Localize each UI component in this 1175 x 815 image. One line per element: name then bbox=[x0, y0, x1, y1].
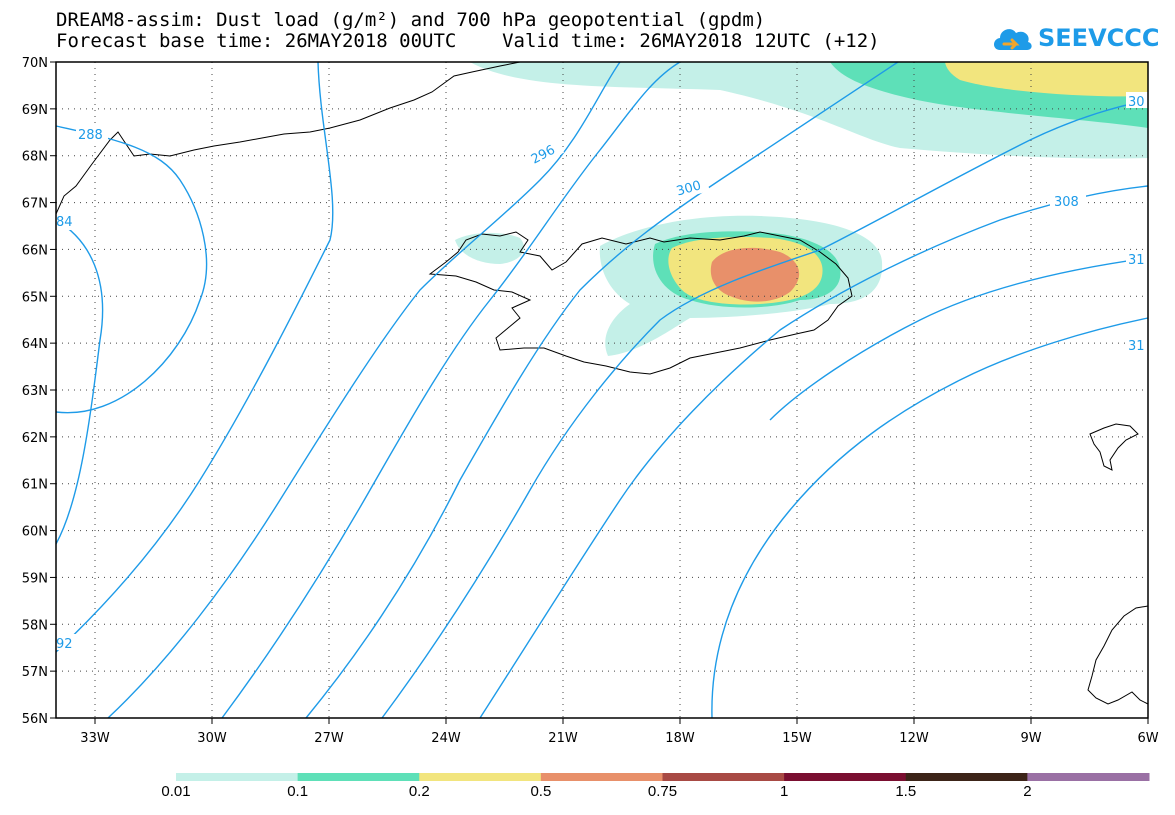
contour-labels: 288 84 296 300 308 30 31 31 92 bbox=[56, 92, 1148, 652]
contour-label: 288 bbox=[78, 128, 103, 143]
dust-area-iceland-light-west bbox=[455, 232, 524, 264]
contour-308 bbox=[711, 317, 1149, 719]
contour-label: 84 bbox=[56, 215, 73, 230]
lat-tick-label: 58N bbox=[22, 618, 48, 633]
colorbar-segment bbox=[905, 773, 1028, 781]
seevccc-logo: SEEVCCC bbox=[990, 18, 1160, 58]
colorbar-segment bbox=[419, 773, 542, 781]
lat-tick-label: 66N bbox=[22, 243, 48, 258]
coastline-layer bbox=[55, 61, 1149, 705]
colorbar-segment bbox=[540, 773, 663, 781]
dust-fill-layer bbox=[455, 62, 1148, 356]
contour-label: 92 bbox=[56, 637, 73, 652]
lat-tick-label: 61N bbox=[22, 478, 48, 493]
contour-300 bbox=[381, 99, 1149, 719]
lon-tick-label: 30W bbox=[197, 731, 227, 746]
dust-load-colorbar bbox=[176, 773, 1150, 781]
lon-tick-label: 27W bbox=[314, 731, 344, 746]
contour-288 bbox=[55, 125, 208, 414]
contour-label: 31 bbox=[1128, 253, 1145, 268]
colorbar-segment bbox=[784, 773, 907, 781]
contour-c bbox=[305, 61, 899, 719]
faroe-islands bbox=[1089, 423, 1139, 471]
contour-d bbox=[479, 185, 1149, 719]
lon-tick-label: 18W bbox=[665, 731, 695, 746]
lon-tick-label: 15W bbox=[782, 731, 812, 746]
lon-tick-label: 6W bbox=[1137, 731, 1158, 746]
lat-tick-label: 56N bbox=[22, 712, 48, 727]
lat-tick-label: 67N bbox=[22, 197, 48, 212]
lat-tick-label: 69N bbox=[22, 103, 48, 118]
contour-292 bbox=[55, 219, 104, 545]
lon-tick-label: 9W bbox=[1020, 731, 1041, 746]
map-title-line1: DREAM8-assim: Dust load (g/m²) and 700 h… bbox=[56, 9, 766, 31]
iceland-coast bbox=[428, 231, 853, 375]
colorbar-label: 0.75 bbox=[647, 783, 678, 800]
contour-label: 308 bbox=[1054, 195, 1079, 210]
colorbar-label: 1 bbox=[779, 783, 789, 800]
contour-label: 31 bbox=[1128, 339, 1145, 354]
lat-tick-label: 59N bbox=[22, 571, 48, 586]
colorbar-segment bbox=[176, 773, 299, 781]
lat-tick-label: 70N bbox=[22, 56, 48, 71]
contour-312 bbox=[769, 257, 1149, 421]
colorbar-segment bbox=[297, 773, 420, 781]
lat-tick-label: 68N bbox=[22, 150, 48, 165]
lat-tick-label: 63N bbox=[22, 384, 48, 399]
dust-area-north-high bbox=[945, 62, 1148, 97]
colorbar-label: 0.01 bbox=[161, 783, 191, 800]
colorbar-segment bbox=[662, 773, 785, 781]
colorbar-label: 0.1 bbox=[287, 783, 309, 800]
lat-tick-label: 57N bbox=[22, 665, 48, 680]
lat-tick-label: 62N bbox=[22, 431, 48, 446]
contour-296 bbox=[221, 61, 681, 719]
longitude-axis: 33W 30W 27W 24W 21W 18W 15W 12W 9W 6W bbox=[80, 718, 1159, 746]
cloud-icon bbox=[994, 29, 1032, 50]
scotland-coast bbox=[1087, 605, 1149, 705]
latitude-axis: 70N 69N 68N 67N 66N 65N 64N 63N 62N 61N 60N 59N 58N 5… bbox=[22, 56, 56, 727]
geopotential-contours bbox=[55, 61, 1149, 719]
lon-tick-label: 12W bbox=[899, 731, 929, 746]
colorbar-label: 0.5 bbox=[530, 783, 552, 800]
colorbar-label: 2 bbox=[1023, 783, 1032, 800]
graticule bbox=[56, 62, 1148, 718]
colorbar-label: 1.5 bbox=[895, 783, 917, 800]
colorbar-label: 0.2 bbox=[408, 783, 430, 800]
lat-tick-label: 65N bbox=[22, 290, 48, 305]
contour-292-south bbox=[55, 61, 334, 653]
colorbar-segment bbox=[1027, 773, 1150, 781]
contour-label: 300 bbox=[675, 178, 703, 199]
dust-area-iceland-peak bbox=[710, 247, 800, 302]
contour-label: 30 bbox=[1128, 95, 1145, 110]
logo-text: SEEVCCC bbox=[1038, 24, 1160, 52]
lon-tick-label: 33W bbox=[80, 731, 110, 746]
lon-tick-label: 21W bbox=[548, 731, 578, 746]
lat-tick-label: 60N bbox=[22, 525, 48, 540]
lon-tick-label: 24W bbox=[431, 731, 461, 746]
lat-tick-label: 64N bbox=[22, 337, 48, 352]
greenland-coast bbox=[55, 61, 521, 215]
map-title-line2: Forecast base time: 26MAY2018 00UTC Vali… bbox=[56, 30, 880, 52]
